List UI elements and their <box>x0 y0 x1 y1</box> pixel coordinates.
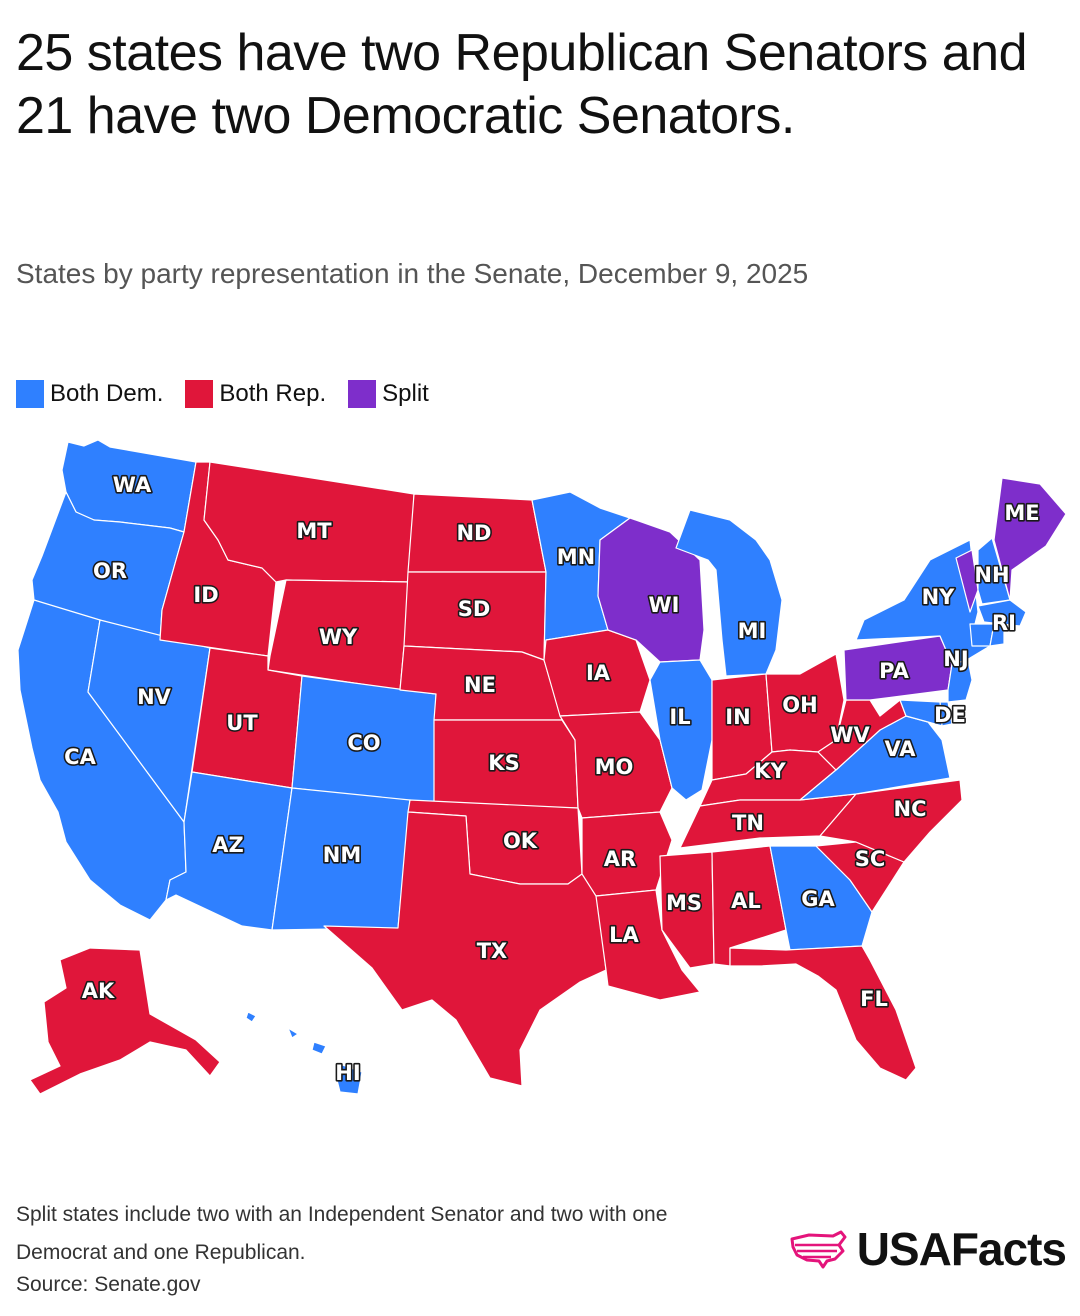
state-label-co: CO <box>347 731 380 755</box>
legend-item-split: Split <box>348 380 429 408</box>
state-label-nd: ND <box>456 521 491 545</box>
state-label-pa: PA <box>879 659 909 683</box>
legend-item-dem: Both Dem. <box>16 380 163 408</box>
state-label-ks: KS <box>488 751 519 775</box>
state-label-nc: NC <box>894 797 927 821</box>
state-label-ut: UT <box>226 711 258 735</box>
legend-label-dem: Both Dem. <box>50 380 164 407</box>
state-label-il: IL <box>669 705 690 729</box>
state-fl <box>729 945 917 1081</box>
legend-swatch-split <box>348 380 377 408</box>
state-label-wi: WI <box>649 593 680 617</box>
state-shapes <box>17 439 1067 1095</box>
state-tx <box>323 811 607 1087</box>
state-label-sc: SC <box>855 847 886 871</box>
state-label-va: VA <box>884 737 916 761</box>
state-hi <box>245 1011 363 1095</box>
state-ak <box>29 947 221 1095</box>
state-label-mi: MI <box>738 619 767 643</box>
state-label-ok: OK <box>503 829 538 853</box>
legend-swatch-dem <box>16 380 44 408</box>
state-label-sd: SD <box>458 597 491 621</box>
state-label-mn: MN <box>557 545 595 569</box>
page-subtitle: States by party representation in the Se… <box>16 258 809 289</box>
us-senate-map: WA OR CA NV AZ NM CO MN IL MI GA VA DE NJ NY RI NH HI ID MT… <box>17 439 1067 1095</box>
state-label-mo: MO <box>595 755 634 779</box>
page-title: 25 states have two Republican Senators a… <box>16 24 1028 146</box>
legend: Both Dem. Both Rep. Split <box>16 380 429 408</box>
state-md <box>899 699 943 727</box>
footnote: Split states include two with an Indepen… <box>16 1203 668 1264</box>
state-label-nh: NH <box>974 563 1009 587</box>
legend-swatch-rep <box>185 380 214 408</box>
legend-label-rep: Both Rep. <box>219 380 327 407</box>
state-ms <box>659 851 715 969</box>
state-la <box>595 889 701 1001</box>
state-label-la: LA <box>609 923 639 947</box>
state-label-nm: NM <box>323 843 361 867</box>
state-label-ca: CA <box>64 745 96 769</box>
state-nh <box>977 537 1011 605</box>
state-label-ar: AR <box>604 847 636 871</box>
state-ma <box>977 599 1027 627</box>
state-label-ga: GA <box>801 887 835 911</box>
state-label-nv: NV <box>137 685 172 709</box>
legend-item-rep: Both Rep. <box>185 380 326 408</box>
state-label-id: ID <box>193 583 218 607</box>
state-label-fl: FL <box>860 987 888 1011</box>
state-label-tx: TX <box>477 939 508 963</box>
state-label-ne: NE <box>464 673 496 697</box>
state-label-ky: KY <box>754 759 786 783</box>
brand-logo: USAFacts <box>789 1222 1067 1276</box>
state-label-wa: WA <box>113 473 152 497</box>
source-note: Source: Senate.gov <box>16 1273 201 1296</box>
state-label-nj: NJ <box>943 647 968 671</box>
legend-label-split: Split <box>382 380 429 407</box>
state-label-tn: TN <box>732 811 764 835</box>
state-labels: WA OR CA NV AZ NM CO MN IL MI GA VA DE NJ NY RI NH HI ID MT… <box>63 471 1042 1086</box>
state-label-wy: WY <box>319 625 358 649</box>
state-label-wv: WV <box>830 723 870 747</box>
us-map-logo-icon <box>790 1230 847 1269</box>
state-label-ia: IA <box>586 661 611 685</box>
state-label-al: AL <box>731 889 761 913</box>
state-label-de: DE <box>934 703 966 727</box>
state-label-in: IN <box>725 705 750 729</box>
state-sc <box>815 841 905 913</box>
state-label-ny: NY <box>922 585 956 609</box>
state-me <box>993 477 1067 601</box>
state-label-ms: MS <box>666 891 702 915</box>
state-label-ak: AK <box>82 979 115 1003</box>
state-label-az: AZ <box>212 833 243 857</box>
state-label-or: OR <box>93 559 127 583</box>
state-label-mt: MT <box>296 519 332 543</box>
brand-name: USAFacts <box>856 1223 1067 1275</box>
state-ri <box>989 623 1005 647</box>
state-nc <box>819 779 963 863</box>
state-label-me: ME <box>1004 501 1039 525</box>
state-label-hi: HI <box>335 1061 360 1085</box>
state-label-ri: RI <box>992 611 1016 635</box>
state-il <box>649 659 713 801</box>
state-nj <box>947 659 973 703</box>
state-label-oh: OH <box>782 693 817 717</box>
